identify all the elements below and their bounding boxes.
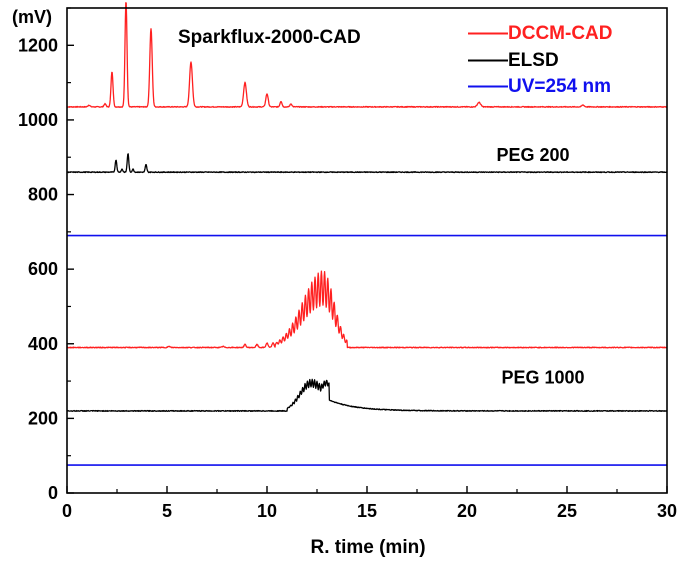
- y-tick-label: 0: [48, 483, 58, 503]
- x-tick-label: 25: [557, 501, 577, 521]
- x-tick-label: 15: [357, 501, 377, 521]
- y-tick-label: 800: [28, 185, 58, 205]
- x-tick-label: 0: [62, 501, 72, 521]
- series-line: [66, 2, 668, 108]
- x-axis-label: R. time (min): [310, 537, 425, 558]
- y-tick-label: 1200: [18, 35, 58, 55]
- y-tick-label: 1000: [18, 110, 58, 130]
- y-tick-label: 400: [28, 334, 58, 354]
- y-axis-label: (mV): [12, 7, 52, 27]
- annotations: PEG 200 PEG 1000: [496, 145, 584, 388]
- series-line: [66, 378, 668, 412]
- sample-annotation: PEG 1000: [501, 368, 584, 388]
- legend-label: UV=254 nm: [508, 76, 611, 97]
- x-tick-label: 10: [257, 501, 277, 521]
- x-tick-label: 5: [162, 501, 172, 521]
- x-tick-label: 30: [657, 501, 677, 521]
- legend-label: ELSD: [508, 50, 559, 71]
- x-tick-label: 20: [457, 501, 477, 521]
- legend-label: DCCM-CAD: [508, 23, 612, 44]
- sample-annotation: PEG 200: [496, 145, 569, 165]
- series-line: [66, 270, 668, 349]
- tick-layer: 0 5 10 15 20 25 30 0 200 400 600 800 1000 1200: [18, 7, 677, 521]
- chart-title: Sparkflux-2000-CAD: [178, 27, 361, 48]
- y-tick-label: 200: [28, 408, 58, 428]
- series-layer: [66, 2, 668, 466]
- series-line: [66, 153, 668, 174]
- legend: DCCM-CAD ELSD UV=254 nm: [468, 23, 612, 97]
- y-tick-label: 600: [28, 259, 58, 279]
